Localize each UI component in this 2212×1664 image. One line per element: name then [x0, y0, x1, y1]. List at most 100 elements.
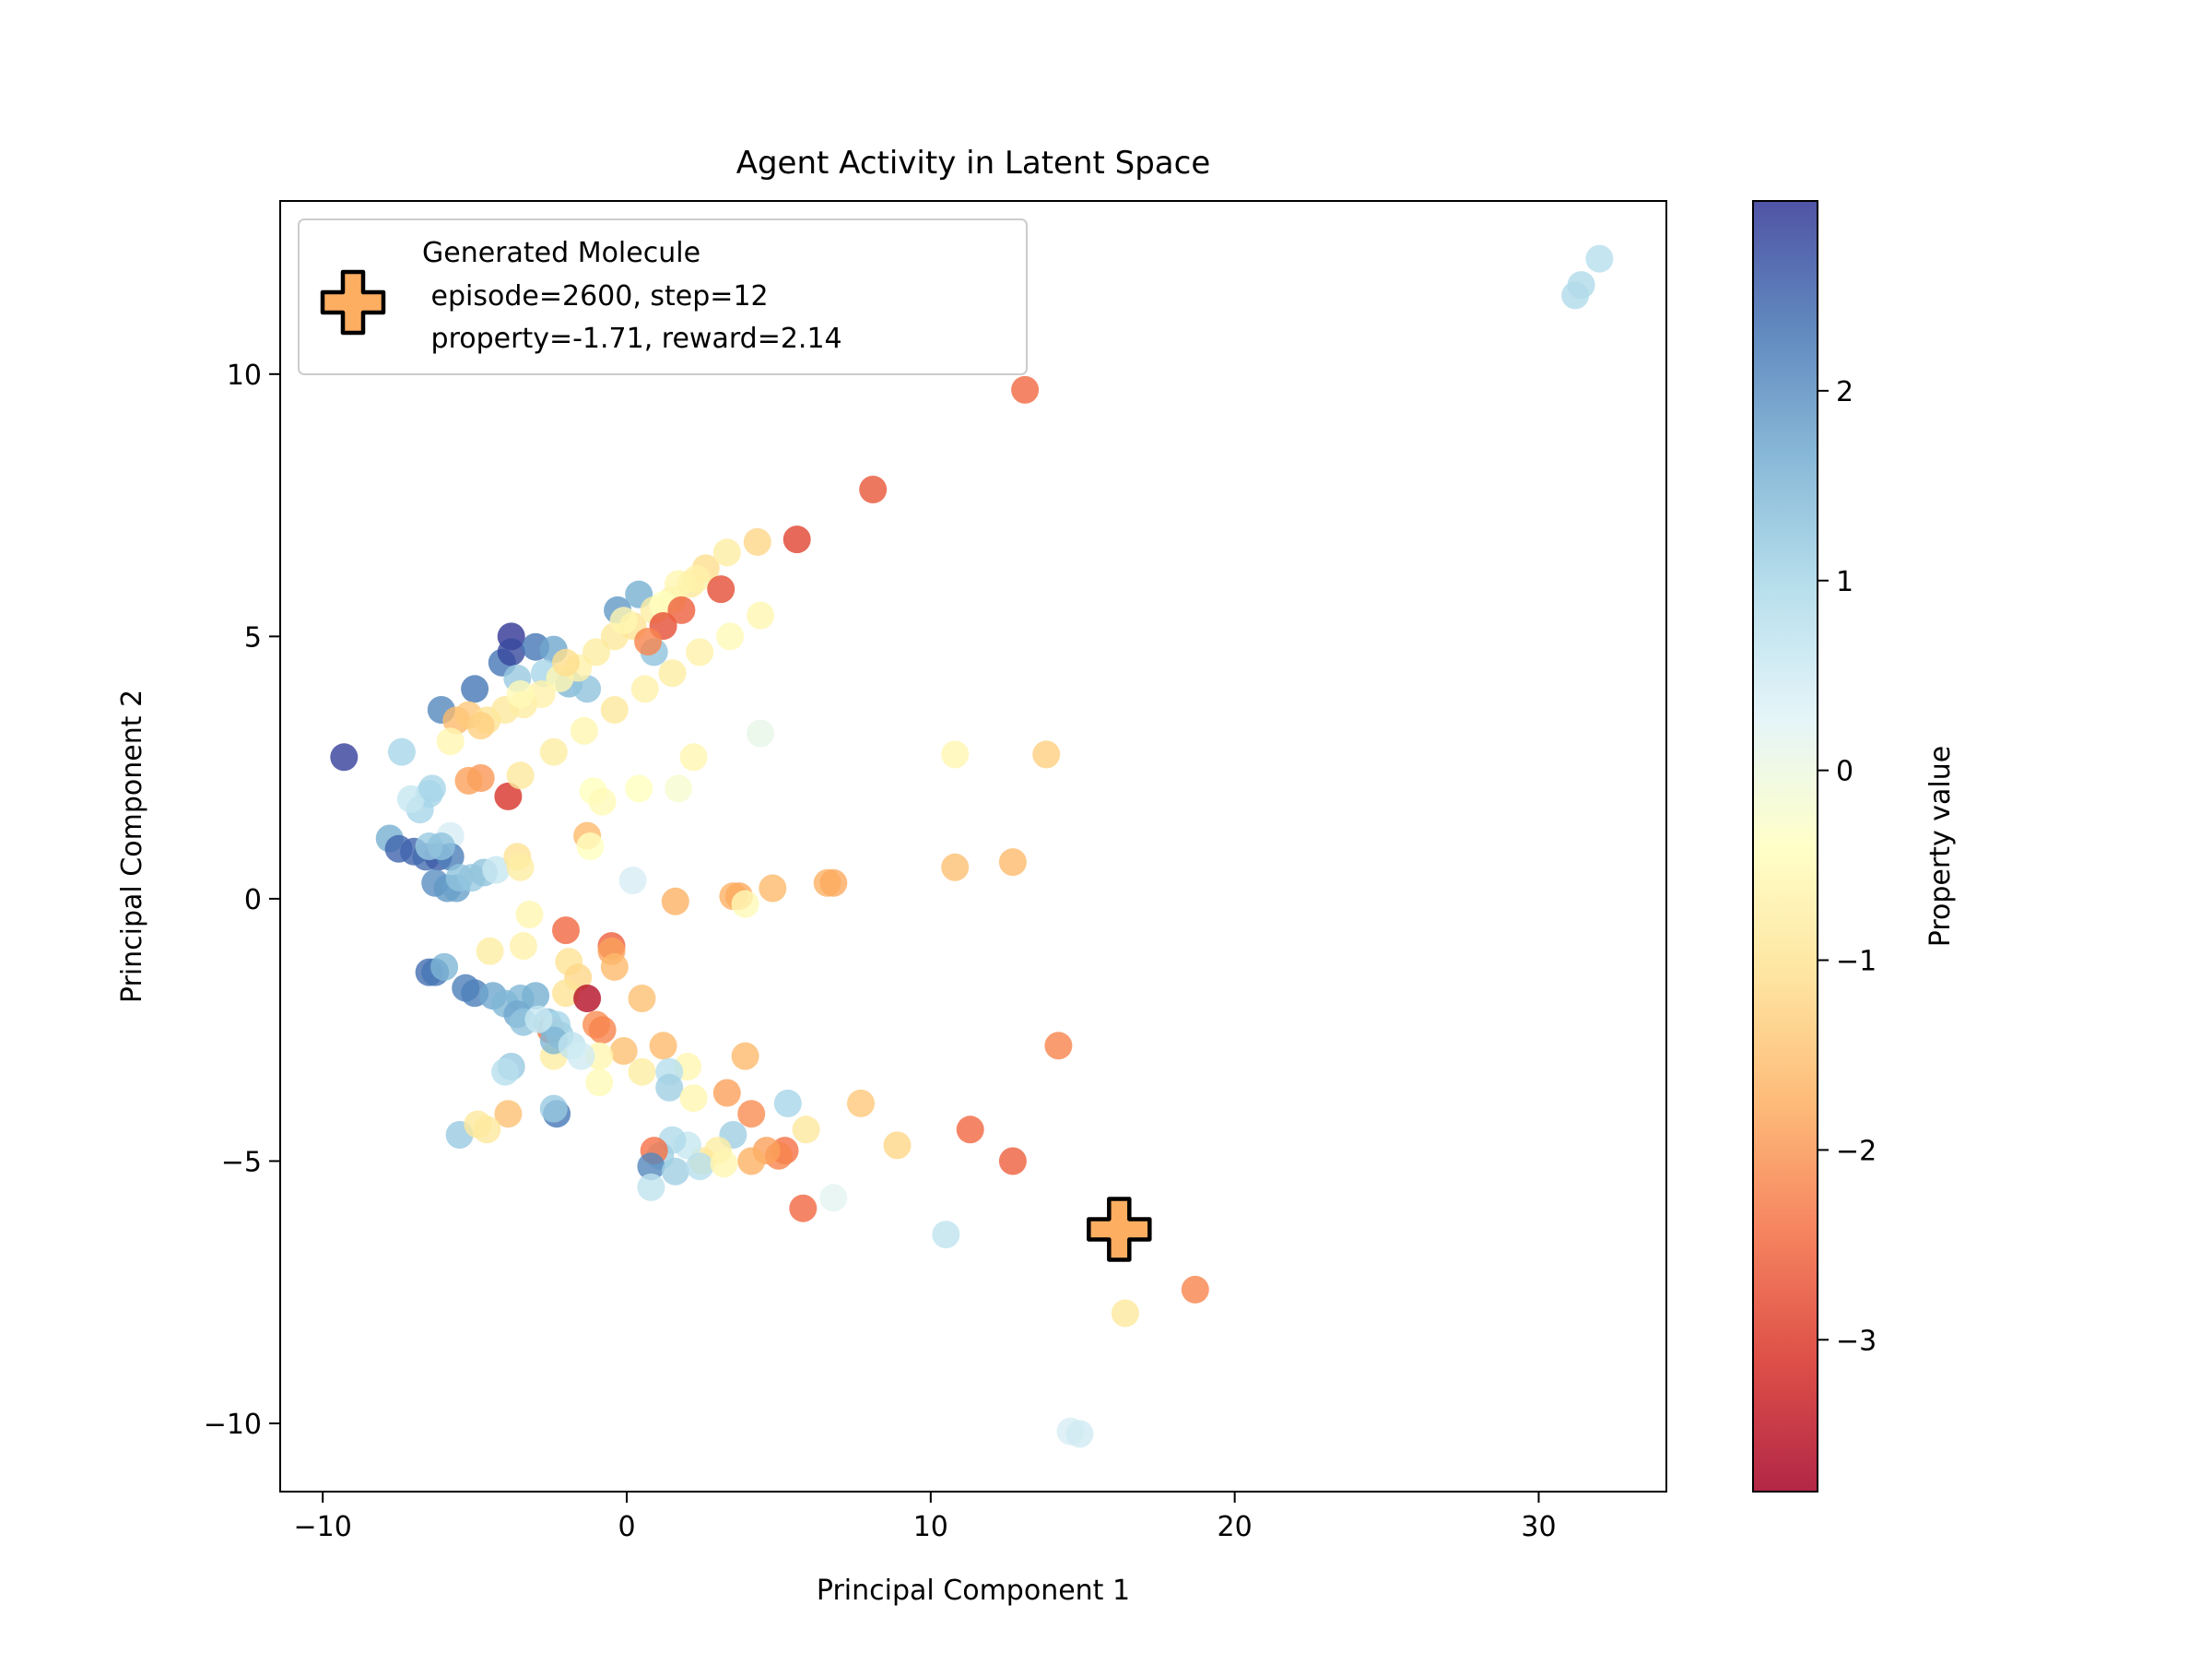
- data-point: [628, 985, 656, 1012]
- data-point: [859, 476, 888, 503]
- data-point: [665, 774, 693, 803]
- data-point: [679, 743, 708, 772]
- data-point: [789, 1194, 818, 1222]
- data-point: [527, 680, 556, 708]
- data-point: [618, 867, 647, 894]
- x-tick-label: 30: [1521, 1511, 1556, 1543]
- data-point: [1181, 1275, 1209, 1304]
- data-point: [576, 832, 605, 860]
- data-point: [582, 638, 610, 667]
- data-point: [506, 853, 535, 881]
- data-point: [445, 864, 474, 892]
- data-point: [792, 1115, 820, 1144]
- data-point: [998, 848, 1027, 877]
- data-point: [482, 856, 511, 884]
- data-point: [454, 766, 483, 795]
- colorbar-tick-label: −3: [1836, 1325, 1877, 1357]
- data-point: [743, 527, 771, 556]
- data-point: [737, 1147, 766, 1175]
- legend-line-1: Generated Molecule: [422, 237, 700, 269]
- data-point: [628, 1057, 656, 1086]
- plot-frame: [279, 200, 1667, 1493]
- colorbar-tick-label: 2: [1836, 376, 1853, 408]
- y-tick-label: −5: [221, 1146, 262, 1178]
- data-point: [552, 648, 580, 677]
- data-point: [731, 1042, 759, 1070]
- data-point: [782, 525, 811, 554]
- highlight-layer: [1087, 1197, 1152, 1262]
- data-point: [509, 932, 537, 961]
- data-point: [573, 985, 602, 1012]
- data-point: [567, 1042, 595, 1070]
- data-point: [476, 937, 504, 965]
- data-point: [747, 719, 775, 748]
- data-point: [773, 1089, 802, 1117]
- colorbar-gradient: [1752, 200, 1818, 1493]
- data-point: [427, 832, 455, 860]
- data-point: [883, 1131, 912, 1160]
- data-point: [396, 785, 425, 813]
- data-point: [494, 782, 523, 810]
- y-tick-label: 10: [227, 360, 262, 392]
- data-point: [418, 774, 446, 803]
- data-point: [667, 596, 696, 624]
- data-point: [658, 659, 687, 688]
- x-tick-label: 10: [913, 1511, 948, 1543]
- data-point: [712, 538, 741, 567]
- data-point: [387, 738, 416, 766]
- data-point: [716, 622, 745, 651]
- data-point: [682, 564, 711, 593]
- data-point: [491, 1057, 520, 1086]
- x-axis-ticks: −10 0 10 20 30: [294, 1492, 1557, 1543]
- data-point: [819, 1184, 848, 1212]
- data-point: [661, 1157, 689, 1186]
- data-point: [1585, 244, 1614, 273]
- data-point: [686, 1152, 714, 1181]
- data-point: [494, 1100, 523, 1128]
- data-point: [570, 716, 598, 745]
- legend-box: [298, 218, 1028, 375]
- data-point: [941, 740, 970, 769]
- y-tick-label: 0: [244, 884, 262, 916]
- chart-title: Agent Activity in Latent Space: [736, 145, 1211, 182]
- y-axis-ticks: −10 −5 0 5 10: [204, 360, 280, 1441]
- data-point: [600, 696, 629, 724]
- highlight-marker: [1087, 1197, 1152, 1262]
- data-point: [430, 952, 459, 981]
- data-point: [524, 1005, 553, 1033]
- data-point: [473, 1115, 501, 1144]
- y-tick-label: −10: [204, 1409, 262, 1441]
- data-point: [506, 761, 535, 790]
- x-tick-label: 0: [618, 1511, 635, 1543]
- data-point: [588, 787, 617, 816]
- data-point: [712, 1079, 741, 1107]
- data-point: [522, 982, 550, 1010]
- data-point: [461, 675, 489, 703]
- data-point: [436, 727, 465, 756]
- data-point: [1065, 1420, 1094, 1448]
- data-point: [649, 1032, 677, 1060]
- data-point: [588, 1016, 617, 1044]
- colorbar-label: Property value: [1924, 746, 1957, 947]
- data-point: [1044, 1032, 1073, 1060]
- colorbar-ticks: 2 1 0 −1 −2 −3: [1818, 376, 1877, 1357]
- data-point: [637, 1152, 665, 1181]
- colorbar-tick-label: −2: [1836, 1135, 1877, 1167]
- data-point: [637, 1173, 665, 1201]
- colorbar-tick-label: 0: [1836, 756, 1853, 788]
- data-point: [630, 675, 659, 703]
- data-point: [686, 638, 714, 667]
- x-tick-label: 20: [1218, 1511, 1253, 1543]
- data-point: [759, 874, 787, 903]
- data-point: [539, 1094, 568, 1123]
- y-tick-label: 5: [244, 621, 262, 654]
- data-point: [932, 1221, 960, 1249]
- data-point: [466, 712, 495, 740]
- data-point: [600, 952, 629, 981]
- data-point: [956, 1115, 984, 1144]
- data-point: [747, 601, 775, 630]
- data-point: [609, 607, 638, 635]
- data-point: [1032, 740, 1061, 769]
- legend-plus-icon: [320, 269, 386, 336]
